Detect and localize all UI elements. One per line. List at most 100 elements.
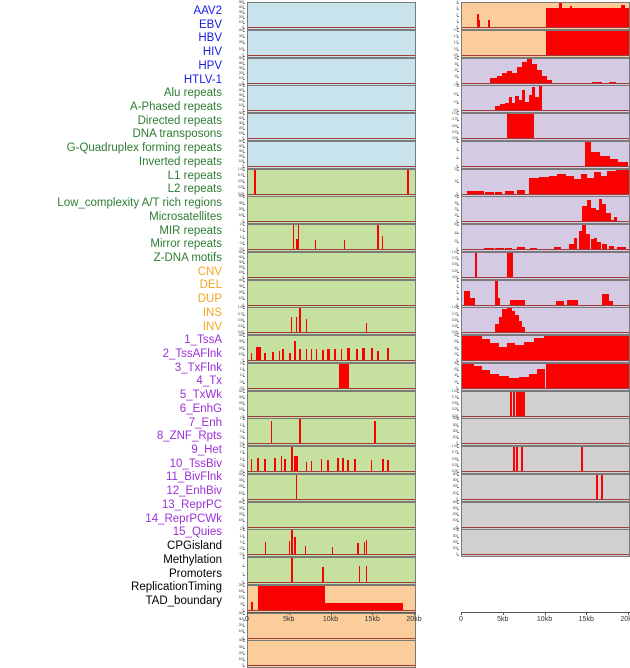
track-plot (461, 279, 630, 308)
y-tick-mark (243, 37, 245, 38)
data-bar (553, 247, 561, 250)
data-bar (545, 363, 629, 389)
y-tick-mark (243, 129, 245, 130)
data-bar (272, 351, 274, 361)
y-tick-label: 3 (242, 556, 244, 560)
y-axis: 1.00 0.75 0.50 0.25 0.00 (226, 306, 245, 335)
y-tick-mark (457, 233, 459, 235)
baseline (462, 221, 629, 223)
y-tick-label: 1.0 (239, 539, 245, 544)
y-tick-label: 6 (456, 139, 458, 144)
x-axis-line (247, 612, 416, 613)
y-tick-mark (243, 598, 245, 600)
x-tick-label: 5kb (283, 616, 295, 623)
track-plot (247, 446, 416, 474)
bar-layer (248, 114, 415, 139)
track-label: L2 repeats (167, 183, 222, 196)
data-bar (528, 178, 539, 195)
track-label: Promoters (168, 567, 222, 580)
data-bar (598, 198, 603, 223)
y-tick-label: 400 (238, 333, 245, 338)
track-label: 4_Tx (196, 375, 222, 388)
bar-layer (462, 474, 629, 500)
y-tick-mark (457, 166, 459, 168)
y-tick-mark (243, 182, 245, 183)
y-tick-mark (243, 348, 245, 350)
y-tick-mark (457, 521, 459, 523)
data-bar (617, 247, 626, 250)
y-tick-mark (243, 277, 245, 279)
data-bar (596, 474, 599, 500)
data-bar (609, 158, 619, 167)
y-tick-mark (457, 71, 459, 72)
data-bar (293, 536, 296, 556)
x-tick-label: 15kb (364, 616, 380, 623)
y-tick-mark (243, 73, 245, 75)
track-label: ReplicationTiming (131, 581, 222, 594)
y-tick-label: 0 (456, 81, 458, 86)
data-bar (580, 174, 588, 195)
y-tick-label: 1.5 (239, 228, 245, 233)
y-tick-mark (243, 49, 245, 51)
y-tick-mark (457, 271, 459, 273)
right-track-row: 7.5 5.0 2.5 0.0 (440, 84, 630, 114)
y-tick-mark (243, 30, 245, 32)
bar-layer (462, 141, 629, 167)
track-plot (247, 335, 416, 363)
y-tick-label: 0.25 (451, 268, 458, 273)
y-tick-label: 100 (238, 351, 245, 356)
data-bar (291, 530, 294, 556)
y-tick-mark (243, 320, 245, 322)
data-bar (530, 247, 538, 250)
data-bar (295, 474, 297, 500)
y-tick-mark (243, 416, 245, 418)
y-tick-mark (457, 197, 459, 199)
data-bar (263, 353, 266, 361)
data-bar (522, 62, 528, 84)
y-tick-mark (457, 474, 459, 476)
y-tick-label: 0.0 (239, 552, 245, 557)
data-bar (508, 377, 519, 389)
data-bar (498, 346, 508, 361)
data-bar (347, 348, 350, 361)
y-tick-label: 4 (456, 1, 458, 5)
y-tick-mark (243, 197, 245, 199)
left-track-row: 2.0 1.5 1.0 0.5 0.0 (226, 445, 416, 474)
data-bar (578, 230, 583, 250)
y-tick-mark (243, 280, 245, 282)
data-bar (573, 178, 581, 195)
y-tick-mark (457, 139, 459, 140)
y-tick-mark (457, 354, 459, 356)
y-tick-label: 0.75 (451, 256, 458, 261)
y-tick-mark (243, 243, 245, 245)
data-bar (487, 19, 490, 28)
data-bar (547, 80, 553, 84)
x-axis-line (461, 612, 630, 613)
data-bar (516, 447, 518, 472)
data-bar (490, 343, 499, 361)
data-bar (305, 349, 308, 361)
x-tick-mark (502, 612, 504, 615)
y-axis: 1.00 0.75 0.50 0.25 0.00 (226, 167, 245, 197)
track-plot (247, 29, 416, 58)
data-bar (347, 459, 350, 472)
data-bar (522, 326, 526, 334)
y-tick-label: 1 (242, 572, 244, 577)
y-tick-label: 150 (238, 589, 245, 594)
track-plot (461, 140, 630, 169)
y-tick-mark (243, 43, 245, 45)
y-tick-label: 0 (242, 525, 244, 530)
y-tick-label: 200 (238, 345, 245, 350)
track-plot (247, 140, 416, 169)
x-tick-label: 0 (245, 616, 249, 623)
left-track-panel: 5004003002001000400300200100050040030020… (226, 0, 422, 668)
baseline (462, 165, 629, 167)
y-tick-mark (243, 382, 245, 384)
data-bar (610, 219, 614, 223)
y-tick-label: 200 (452, 512, 459, 517)
y-tick-mark (457, 376, 459, 378)
y-tick-mark (457, 120, 459, 122)
